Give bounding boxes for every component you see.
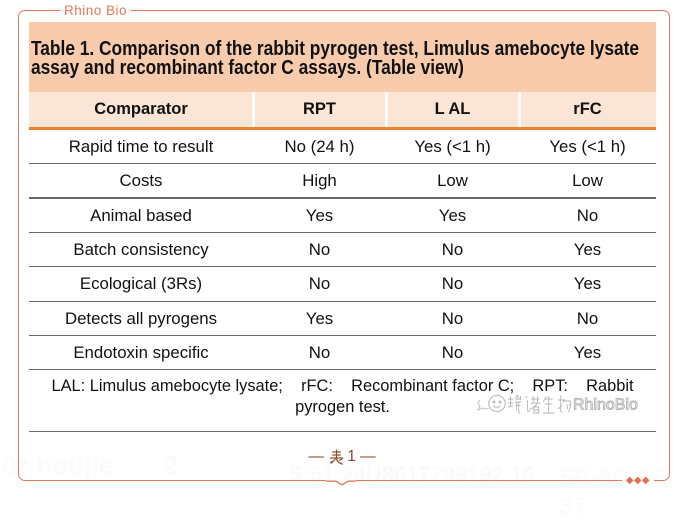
- svg-text:RhinoBio: RhinoBio: [573, 397, 638, 414]
